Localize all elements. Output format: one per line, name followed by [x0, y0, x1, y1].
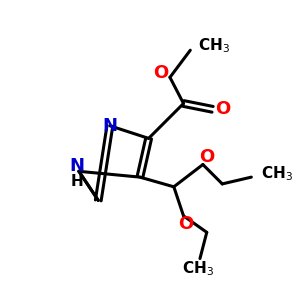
Text: H: H — [70, 173, 83, 188]
Text: N: N — [70, 158, 85, 175]
Text: O: O — [178, 214, 193, 232]
Text: CH$_3$: CH$_3$ — [261, 164, 293, 183]
Text: O: O — [199, 148, 214, 166]
Text: O: O — [214, 100, 230, 118]
Text: N: N — [102, 117, 117, 135]
Text: CH$_3$: CH$_3$ — [198, 36, 230, 55]
Text: O: O — [154, 64, 169, 82]
Text: CH$_3$: CH$_3$ — [182, 259, 214, 278]
